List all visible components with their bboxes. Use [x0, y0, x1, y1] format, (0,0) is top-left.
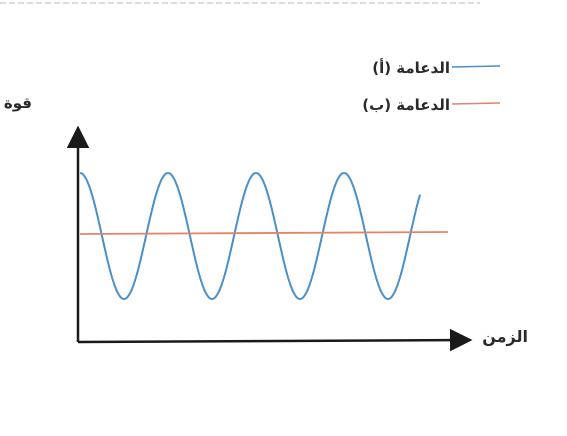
legend: الدعامة (أ) الدعامة (ب) [362, 58, 501, 114]
series-line-support-b [79, 231, 449, 235]
legend-label-support-a: الدعامة (أ) [372, 58, 450, 77]
series-line-support-a [79, 171, 421, 301]
legend-swatch-support-b [451, 102, 501, 105]
y-axis-label: قوة الدعامة [0, 94, 32, 112]
legend-swatch-support-a [451, 65, 501, 68]
legend-label-support-b: الدعامة (ب) [362, 96, 450, 114]
x-axis-label: الزمن [482, 327, 528, 346]
x-axis [77, 328, 473, 352]
